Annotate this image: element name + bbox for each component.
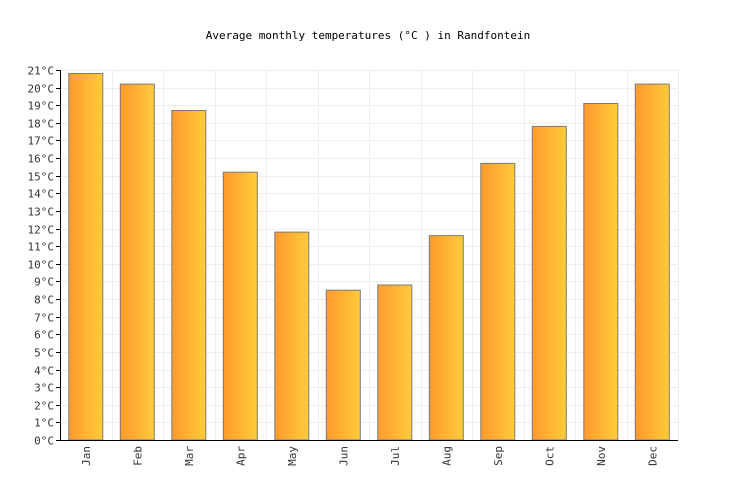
y-tick-label: 18°C — [28, 118, 55, 131]
x-tick-label: Jul — [389, 446, 402, 466]
chart-title: Average monthly temperatures (°C ) in Ra… — [206, 29, 531, 42]
axes — [60, 70, 678, 441]
x-tick-label: Jun — [337, 446, 350, 466]
y-tick-label: 4°C — [34, 365, 54, 378]
x-tick-labels: Jan Feb Mar Apr May Jun Jul Aug Sep Oct Nov Dec — [80, 446, 660, 466]
y-tick-label: 3°C — [34, 382, 54, 395]
y-tick-label: 8°C — [34, 294, 54, 307]
y-tick-label: 10°C — [28, 259, 55, 272]
bars — [68, 73, 670, 441]
x-tick-label: Sep — [492, 446, 505, 466]
y-tick-label: 12°C — [28, 224, 55, 237]
y-tick-label: 0°C — [34, 435, 54, 448]
bar-mar — [171, 110, 207, 441]
bar-feb — [119, 83, 155, 441]
bar-sep — [480, 162, 516, 441]
y-tick-label: 11°C — [28, 241, 55, 254]
bar-dec — [634, 83, 670, 441]
y-tick-label: 2°C — [34, 400, 54, 413]
bar-jul — [377, 284, 413, 441]
y-tick-label: 6°C — [34, 329, 54, 342]
bar-jun — [325, 289, 361, 441]
bar-may — [274, 231, 310, 441]
y-tick-label: 1°C — [34, 417, 54, 430]
bar-nov — [583, 103, 619, 441]
y-tick-label: 17°C — [28, 135, 55, 148]
bar-apr — [222, 171, 258, 441]
x-tick-label: Aug — [440, 446, 453, 466]
bar-jan — [68, 73, 104, 441]
y-tick-label: 9°C — [34, 276, 54, 289]
y-tick-label: 15°C — [28, 171, 55, 184]
y-tick-labels: 0°C 1°C 2°C 3°C 4°C 5°C 6°C 7°C 8°C 9°C 10°C 11°C 12… — [28, 65, 60, 448]
x-tick-label: Dec — [646, 446, 659, 466]
bar-aug — [428, 235, 464, 441]
x-tick-label: May — [286, 446, 299, 466]
y-tick-label: 13°C — [28, 206, 55, 219]
y-tick-label: 14°C — [28, 188, 55, 201]
x-tick-label: Oct — [543, 446, 556, 466]
x-tick-label: Nov — [595, 446, 608, 466]
bar-oct — [531, 125, 567, 441]
y-tick-label: 7°C — [34, 312, 54, 325]
y-tick-label: 19°C — [28, 100, 55, 113]
y-tick-label: 20°C — [28, 83, 55, 96]
y-tick-label: 16°C — [28, 153, 55, 166]
x-tick-label: Feb — [131, 446, 144, 466]
y-tick-label: 5°C — [34, 347, 54, 360]
x-tick-label: Jan — [80, 446, 93, 466]
y-tick-label: 21°C — [28, 65, 55, 78]
x-tick-label: Apr — [234, 446, 247, 466]
x-tick-label: Mar — [183, 446, 196, 466]
